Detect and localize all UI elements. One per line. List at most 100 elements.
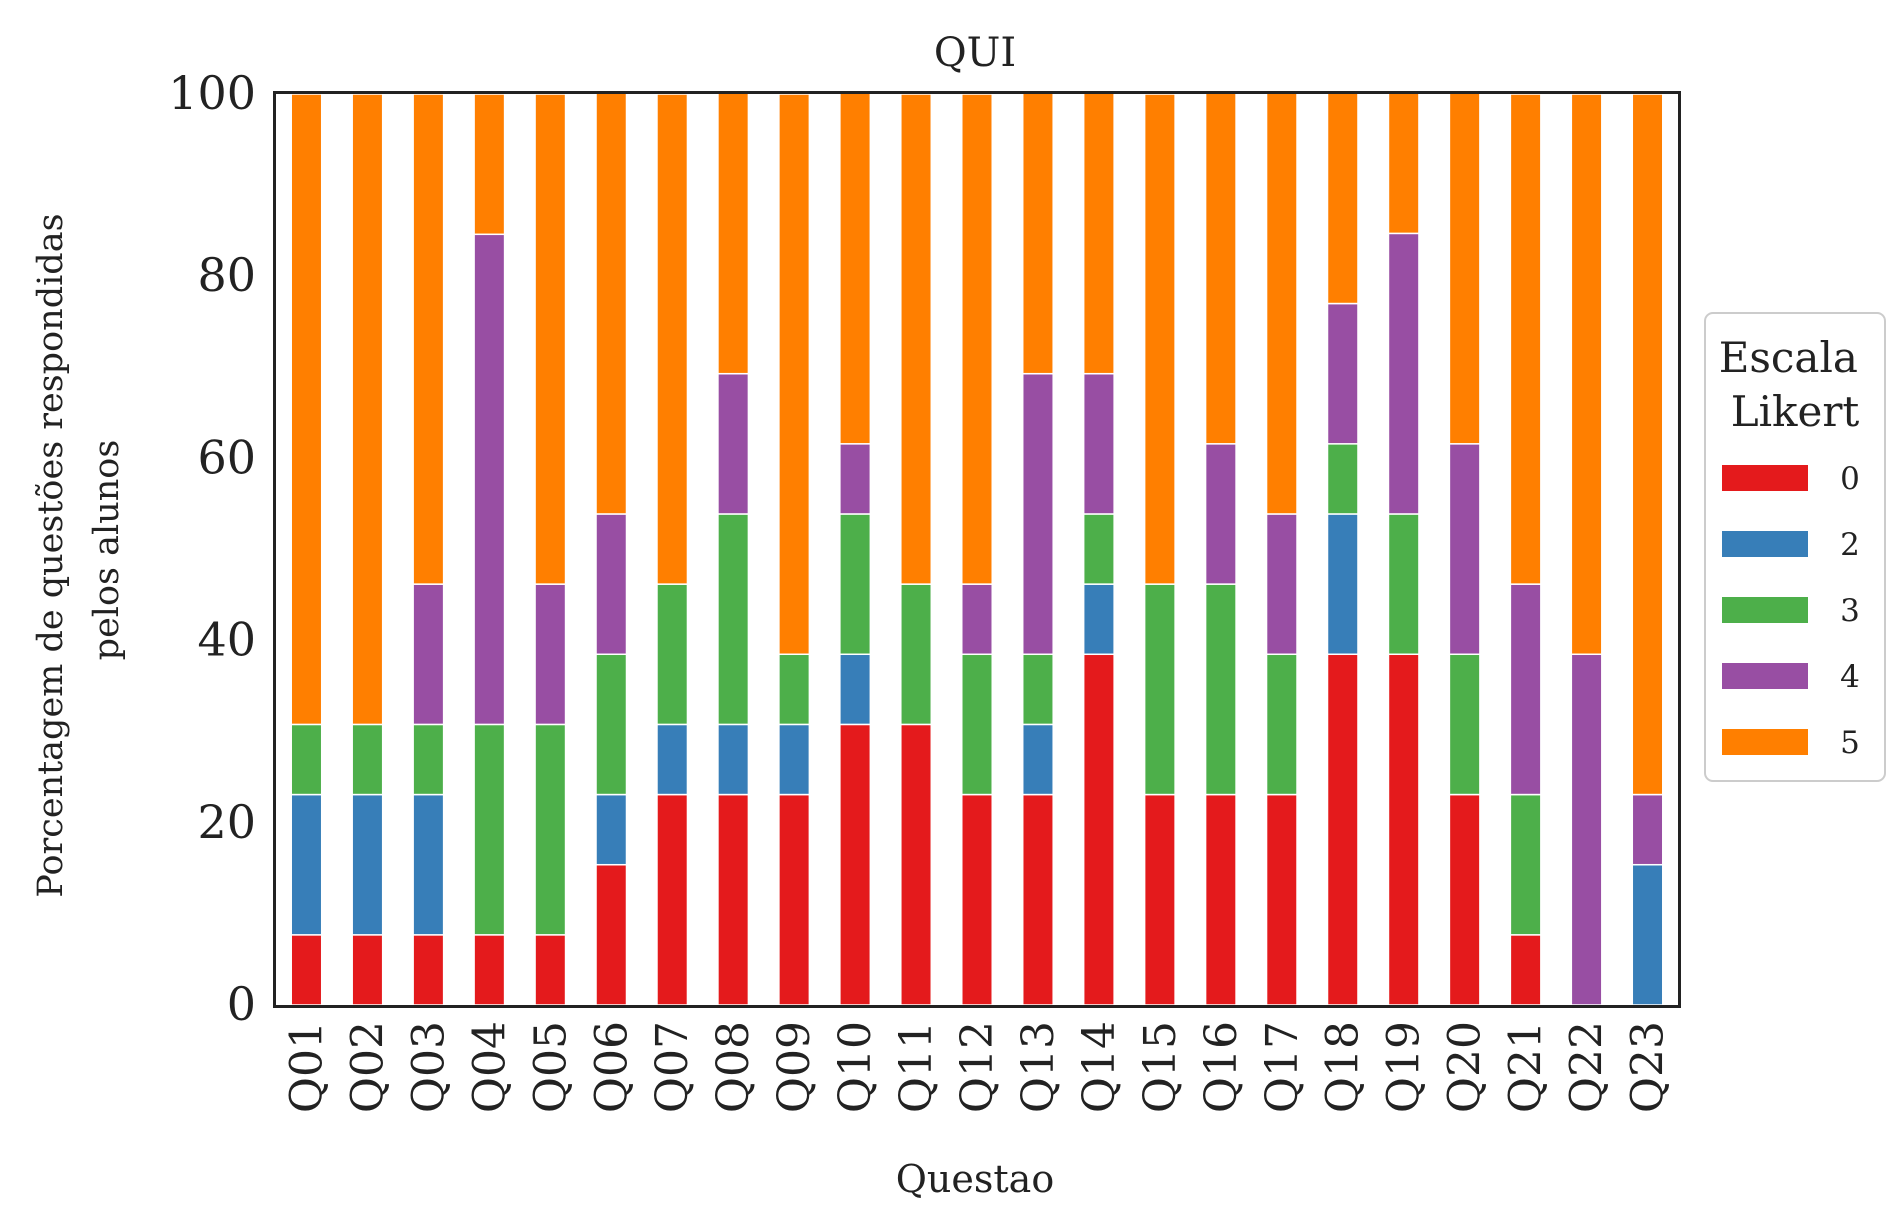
legend: Escala Likert 0 2 3 4 5 xyxy=(1704,312,1886,782)
bar-segment-Q20-scale-0 xyxy=(1448,793,1481,1006)
bar-segment-Q01-scale-0 xyxy=(290,934,323,1006)
x-tick-label: Q10 xyxy=(830,1021,881,1113)
bar-segment-Q01-scale-3 xyxy=(290,723,323,796)
bar-segment-Q14-scale-4 xyxy=(1082,372,1115,515)
bar-segment-Q12-scale-0 xyxy=(961,793,993,1006)
bar-segment-Q12-scale-5 xyxy=(961,93,993,585)
bar-segment-Q17-scale-5 xyxy=(1265,92,1298,515)
legend-title-line-1: Escala xyxy=(1719,333,1858,382)
bar-segment-Q08-scale-3 xyxy=(717,513,750,726)
bar-segment-Q07-scale-0 xyxy=(656,793,689,1006)
x-tick-label: Q07 xyxy=(647,1021,698,1113)
bar-segment-Q09-scale-5 xyxy=(778,93,811,656)
bar-segment-Q13-scale-5 xyxy=(1021,92,1054,375)
y-tick-label: 80 xyxy=(197,248,256,302)
x-axis-ticks: Q01 Q02 Q03 Q04 Q05 Q06 Q07 Q08 Q09 Q10 Q11 Q12 Q13 Q… xyxy=(282,1021,1674,1113)
x-tick-label: Q12 xyxy=(952,1021,1003,1113)
bar-segment-Q14-scale-0 xyxy=(1082,653,1115,1006)
bar-segment-Q09-scale-3 xyxy=(778,653,811,726)
bar-segment-Q17-scale-4 xyxy=(1265,513,1298,656)
bar-segment-Q10-scale-5 xyxy=(839,92,872,445)
x-tick-label: Q09 xyxy=(769,1021,820,1113)
bar-segment-Q17-scale-0 xyxy=(1265,793,1298,1006)
bar-segment-Q10-scale-0 xyxy=(839,723,872,1006)
x-tick-label: Q02 xyxy=(342,1021,393,1113)
bar-segment-Q16-scale-4 xyxy=(1204,443,1237,585)
legend-title-line-2: Likert xyxy=(1731,387,1860,436)
x-tick-label: Q22 xyxy=(1562,1021,1613,1113)
bar-segment-Q03-scale-4 xyxy=(412,583,445,726)
x-tick-label: Q13 xyxy=(1013,1021,1064,1113)
bar-segment-Q13-scale-0 xyxy=(1021,793,1054,1006)
legend-swatch-4 xyxy=(1722,663,1808,689)
y-axis-label-line-2: pelos alunos xyxy=(87,440,127,661)
bar-segment-Q11-scale-3 xyxy=(900,583,933,726)
bar-segment-Q03-scale-5 xyxy=(412,93,445,585)
bar-segment-Q07-scale-5 xyxy=(656,93,689,585)
y-axis-label-line-1: Porcentagem de questões respondidas xyxy=(31,213,71,897)
plot-frame xyxy=(273,91,1681,1008)
x-tick-label: Q04 xyxy=(464,1021,515,1113)
bar-segment-Q16-scale-3 xyxy=(1204,583,1237,796)
bar-segment-Q10-scale-2 xyxy=(839,653,872,726)
y-tick-label: 20 xyxy=(197,795,256,849)
bar-segment-Q08-scale-5 xyxy=(717,92,750,375)
legend-entries: 0 2 3 4 5 xyxy=(1722,461,1860,761)
bar-segment-Q20-scale-5 xyxy=(1448,92,1481,445)
bar-segment-Q20-scale-4 xyxy=(1448,443,1481,656)
y-axis-ticks: 0 20 40 60 80 100 xyxy=(168,66,256,1031)
bar-segment-Q11-scale-5 xyxy=(900,93,933,585)
legend-swatch-2 xyxy=(1722,531,1808,557)
bar-segment-Q05-scale-5 xyxy=(534,93,567,585)
bar-segment-Q14-scale-3 xyxy=(1082,513,1115,585)
y-tick-label: 0 xyxy=(227,977,256,1031)
x-tick-label: Q20 xyxy=(1440,1021,1491,1113)
bar-segment-Q21-scale-3 xyxy=(1509,793,1542,936)
bar-segment-Q08-scale-4 xyxy=(717,372,750,515)
legend-label-0: 0 xyxy=(1840,461,1860,497)
x-tick-label: Q14 xyxy=(1074,1021,1125,1113)
bar-segment-Q19-scale-4 xyxy=(1387,232,1420,515)
bar-segment-Q09-scale-2 xyxy=(778,723,811,796)
bar-segment-Q03-scale-2 xyxy=(412,793,445,936)
bar-segment-Q02-scale-2 xyxy=(351,793,384,936)
bars-group xyxy=(290,92,1664,1006)
bar-segment-Q12-scale-4 xyxy=(961,583,993,656)
bar-segment-Q06-scale-0 xyxy=(595,863,628,1006)
bar-segment-Q04-scale-0 xyxy=(473,934,506,1006)
legend-label-3: 3 xyxy=(1840,593,1860,629)
bar-segment-Q19-scale-5 xyxy=(1387,92,1420,235)
bar-segment-Q18-scale-4 xyxy=(1326,302,1359,445)
bar-segment-Q10-scale-4 xyxy=(839,443,872,515)
bar-segment-Q01-scale-2 xyxy=(290,793,323,936)
bar-segment-Q06-scale-5 xyxy=(595,92,628,515)
y-tick-label: 40 xyxy=(197,613,256,667)
x-tick-label: Q23 xyxy=(1623,1021,1674,1113)
x-axis-label: Questao xyxy=(896,1157,1054,1201)
bar-segment-Q18-scale-2 xyxy=(1326,513,1359,656)
x-tick-label: Q15 xyxy=(1135,1021,1186,1113)
bar-segment-Q15-scale-0 xyxy=(1143,793,1176,1006)
bar-segment-Q01-scale-5 xyxy=(290,93,323,726)
bar-segment-Q02-scale-0 xyxy=(351,934,384,1006)
legend-title: Escala Likert xyxy=(1719,333,1872,436)
bar-segment-Q21-scale-4 xyxy=(1509,583,1542,796)
bar-segment-Q23-scale-2 xyxy=(1631,863,1664,1006)
bar-segment-Q15-scale-3 xyxy=(1143,583,1176,796)
bar-segment-Q05-scale-4 xyxy=(534,583,567,726)
legend-swatch-5 xyxy=(1722,729,1808,755)
bar-segment-Q18-scale-5 xyxy=(1326,92,1359,305)
legend-label-4: 4 xyxy=(1840,659,1860,695)
legend-label-5: 5 xyxy=(1840,725,1860,761)
bar-segment-Q06-scale-4 xyxy=(595,513,628,656)
bar-segment-Q21-scale-5 xyxy=(1509,93,1542,585)
bar-segment-Q14-scale-2 xyxy=(1082,583,1115,656)
bar-segment-Q15-scale-5 xyxy=(1143,93,1176,585)
bar-segment-Q11-scale-0 xyxy=(900,723,933,1006)
x-tick-label: Q03 xyxy=(403,1021,454,1113)
legend-swatch-3 xyxy=(1722,597,1808,623)
bar-segment-Q12-scale-3 xyxy=(961,653,993,796)
x-tick-label: Q21 xyxy=(1501,1021,1552,1113)
x-tick-label: Q01 xyxy=(282,1021,333,1113)
bar-segment-Q07-scale-2 xyxy=(656,723,689,796)
